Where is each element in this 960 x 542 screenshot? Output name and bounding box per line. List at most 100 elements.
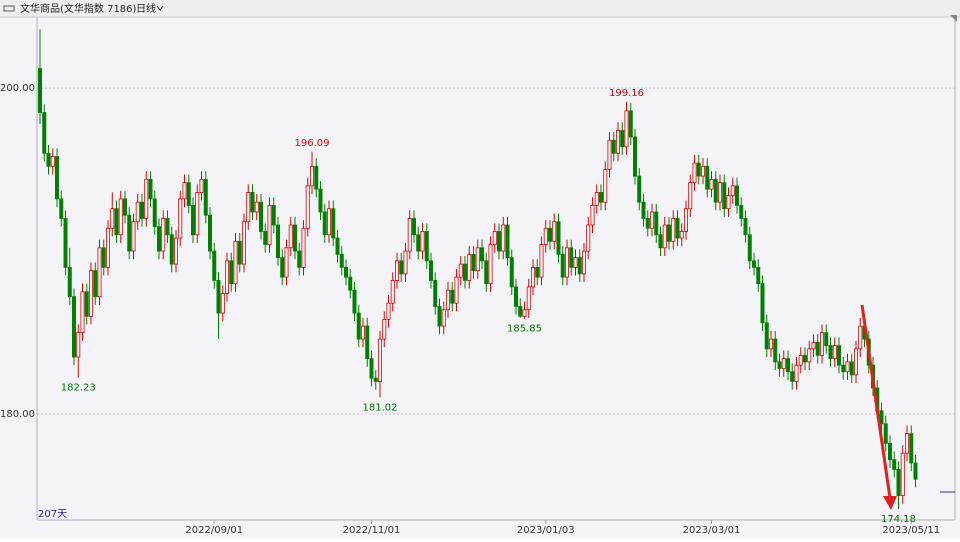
candle-body (411, 218, 416, 236)
candle-body (382, 319, 387, 340)
x-tick-label: 2022/11/01 (343, 525, 401, 536)
candle-body (611, 139, 616, 154)
candle-body (114, 208, 119, 236)
candle-body (786, 358, 791, 373)
candle-body (190, 205, 195, 236)
corner-mark (950, 15, 957, 22)
candle-body (726, 195, 731, 210)
candle-body (280, 257, 285, 278)
candle-body (535, 266, 540, 278)
candle-body (582, 250, 587, 275)
candle-body (97, 247, 102, 298)
arrow-head (883, 496, 897, 510)
candle-body (203, 178, 208, 216)
candle-body (161, 218, 166, 252)
candle-body (46, 152, 51, 167)
candle-body (458, 263, 463, 278)
candle-body (650, 211, 655, 229)
candle-body (123, 198, 128, 216)
candle-body (888, 442, 893, 461)
candle-body (815, 341, 820, 356)
candle-body (318, 188, 323, 213)
candle-body (747, 234, 752, 262)
candle-body (195, 191, 200, 236)
candle-body (339, 253, 344, 268)
candle-body (556, 221, 561, 255)
candle-body (526, 286, 531, 311)
candle-body (586, 224, 591, 252)
candle-body (139, 201, 144, 219)
candle-body (267, 205, 272, 245)
candle-body (450, 289, 455, 304)
candle-body (603, 169, 608, 203)
candle-body (543, 227, 548, 245)
candle-body (658, 234, 663, 249)
candle-body (684, 208, 689, 232)
candle-body (399, 260, 404, 275)
candle-body (539, 244, 544, 278)
candle-body (63, 218, 68, 268)
x-tick-label: 2023/05/11 (882, 525, 940, 536)
candle-body (220, 293, 225, 314)
candle-body (696, 162, 701, 177)
candle-body (607, 139, 612, 170)
candle-body (620, 130, 625, 148)
candle-body (38, 68, 43, 113)
candle-body (284, 247, 289, 278)
candle-body (369, 358, 374, 379)
candle-body (360, 325, 365, 340)
candle-body (241, 221, 246, 265)
candle-body (488, 244, 493, 285)
candle-body (407, 218, 412, 252)
candle-body (484, 260, 489, 285)
candle-body (424, 231, 429, 262)
candle-body (420, 231, 425, 252)
candle-body (93, 270, 98, 298)
candle-body (156, 226, 161, 252)
candle-body (292, 224, 297, 252)
candle-body (72, 296, 77, 358)
candle-body (178, 198, 183, 239)
candle-body (662, 224, 667, 249)
candle-body (144, 178, 149, 219)
candle-body (254, 201, 259, 213)
candle-body (403, 250, 408, 275)
candle-body (599, 191, 604, 203)
candle-body (735, 185, 740, 206)
candle-body (356, 312, 361, 340)
candle-body (216, 280, 221, 314)
candle-body (518, 306, 523, 317)
candle-body (348, 276, 353, 291)
candle-body (794, 364, 799, 382)
period[interactable]: 日线 (136, 2, 156, 15)
candle-body (641, 201, 646, 219)
candle-body (59, 198, 64, 219)
dropdown-chevron[interactable] (156, 5, 164, 11)
candle-body (845, 361, 850, 373)
candle-body (84, 291, 89, 317)
candle-body (169, 234, 174, 265)
candle-body (628, 110, 633, 138)
candle-body (841, 364, 846, 373)
candle-body (335, 237, 340, 255)
candle-body (905, 433, 910, 454)
candle-body (896, 469, 901, 496)
candle-body (437, 306, 442, 327)
candle-body (892, 459, 897, 470)
candle-body (854, 348, 859, 376)
candle-body (445, 289, 450, 311)
candle-body (832, 345, 837, 360)
candle-body (462, 263, 467, 281)
candle-body (573, 257, 578, 268)
candle-body (705, 165, 710, 190)
candle-body (909, 433, 914, 464)
candle-body (186, 182, 191, 206)
candle-body (467, 253, 472, 281)
chart-title: 文华商品(文华指数 7186) (20, 2, 137, 15)
candle-body (790, 371, 795, 382)
candle-body (152, 198, 157, 228)
candle-body (675, 218, 680, 239)
candle-body (760, 283, 765, 324)
candle-body (752, 260, 757, 268)
